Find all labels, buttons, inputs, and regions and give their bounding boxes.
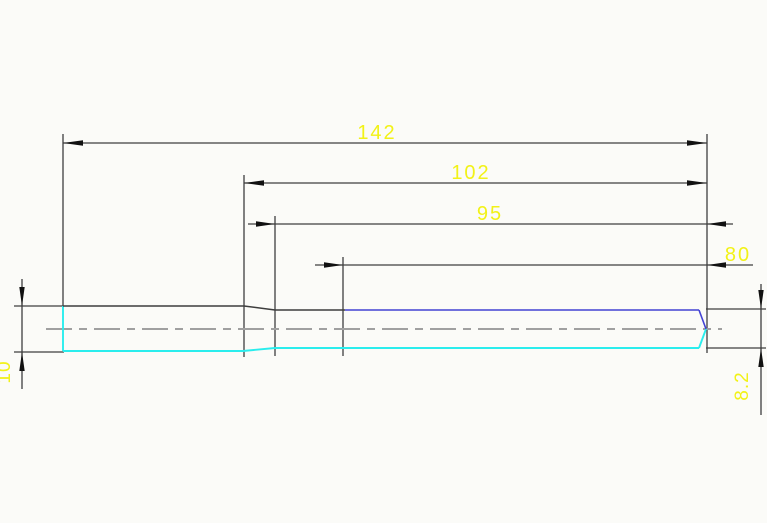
dim-label-142: 142 [357, 122, 396, 144]
arrowhead-left-icon [324, 262, 343, 268]
dim-label-102: 102 [451, 162, 490, 184]
shaft-chamfer-top [698, 309, 707, 330]
dim-label-10: 10 [0, 360, 15, 383]
arrowhead-right-icon [687, 180, 707, 186]
dimension-80: 80 [315, 244, 753, 268]
arrowhead-right-icon [707, 262, 726, 268]
dim-label-80: 80 [725, 244, 751, 266]
arrowhead-bottom-icon [19, 352, 25, 371]
extension-lines [14, 134, 766, 357]
arrowhead-bottom-icon [758, 348, 764, 367]
shaft-taper-bottom [242, 347, 276, 352]
dimension-142: 142 [63, 122, 707, 146]
dim-label-8-2: 8.2 [732, 371, 753, 400]
dimension-102: 102 [244, 162, 707, 186]
arrowhead-left-icon [244, 180, 264, 186]
shaft-chamfer-bottom [698, 328, 707, 349]
shaft-taper-top [243, 305, 276, 311]
arrowhead-right-icon [687, 140, 707, 146]
arrowhead-top-icon [758, 290, 764, 309]
dim-label-95: 95 [477, 203, 503, 225]
dimension-95: 95 [248, 203, 733, 227]
arrowhead-left-icon [63, 140, 83, 146]
dimension-10: 10 [0, 279, 25, 389]
shaft-outline [62, 305, 707, 352]
arrowhead-top-icon [19, 287, 25, 306]
arrowhead-right-icon [707, 221, 726, 227]
dimension-8-2: 8.2 [732, 284, 764, 415]
arrowhead-left-icon [256, 221, 275, 227]
